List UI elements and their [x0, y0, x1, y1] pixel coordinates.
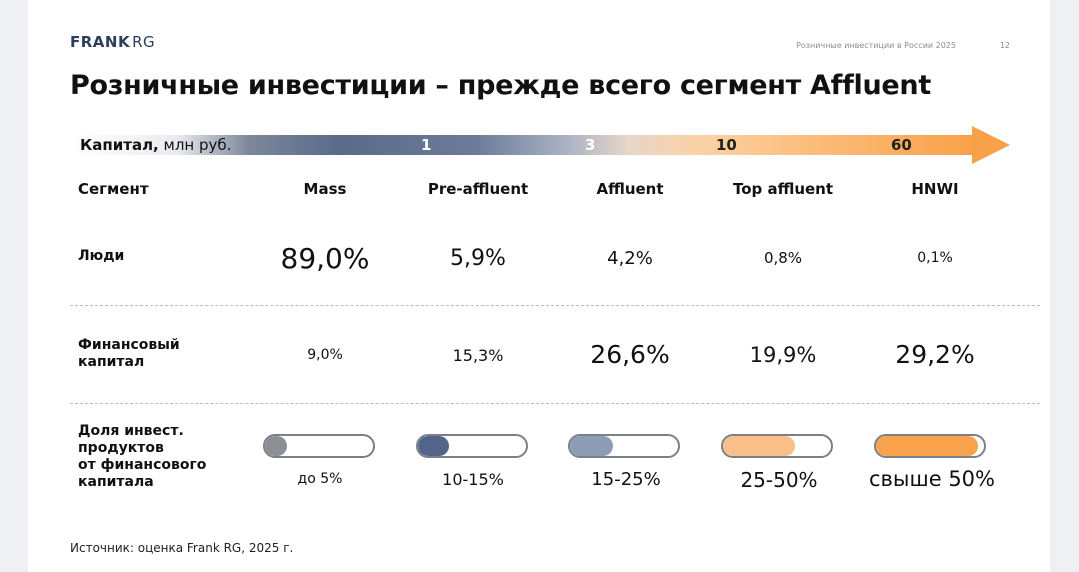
- share-bar-mass: [263, 434, 375, 458]
- page-number: 12: [999, 41, 1010, 50]
- share-bar-pre-affluent: [416, 434, 528, 458]
- invest-share-label: Доля инвест. продуктов от финансового ка…: [78, 423, 207, 490]
- fin-capital-mass: 9,0%: [307, 347, 343, 363]
- share-affluent: 15-25%: [591, 469, 661, 490]
- people-hnwi: 0,1%: [917, 250, 953, 266]
- row-divider: [70, 403, 1040, 404]
- fin-capital-hnwi: 29,2%: [895, 340, 975, 369]
- people-affluent: 4,2%: [607, 248, 653, 269]
- capital-label: Капитал, млн руб.: [80, 136, 232, 154]
- people-mass: 89,0%: [280, 242, 370, 275]
- share-bar-hnwi: [874, 434, 986, 458]
- share-mass: до 5%: [297, 471, 343, 487]
- people-pre-affluent: 5,9%: [450, 246, 506, 271]
- segment-mass: Mass: [303, 180, 347, 198]
- fin-capital-pre-affluent: 15,3%: [452, 346, 504, 365]
- source-note: Источник: оценка Frank RG, 2025 г.: [70, 541, 294, 555]
- capital-gradient-bar: [68, 135, 973, 155]
- tick-10: 10: [716, 136, 737, 154]
- share-pre-affluent: 10-15%: [442, 470, 504, 489]
- fin-capital-top-affluent: 19,9%: [749, 343, 817, 367]
- share-hnwi: свыше 50%: [869, 467, 995, 491]
- segment-hnwi: HNWI: [911, 180, 959, 198]
- people-label: Люди: [78, 248, 125, 264]
- tick-60: 60: [891, 136, 912, 154]
- slide-title: Розничные инвестиции – прежде всего сегм…: [70, 70, 931, 101]
- segment-affluent: Affluent: [596, 180, 664, 198]
- row-divider: [70, 305, 1040, 306]
- slide: FRANK RG Розничные инвестиции в России 20…: [28, 0, 1050, 572]
- fin-capital-label: Финансовый капитал: [78, 337, 180, 370]
- share-bar-top-affluent: [721, 434, 833, 458]
- segment-pre-affluent: Pre-affluent: [427, 180, 529, 198]
- tick-3: 3: [585, 136, 596, 154]
- header-note: Розничные инвестиции в России 2025: [796, 41, 956, 50]
- segment-label: Сегмент: [78, 180, 149, 198]
- people-top-affluent: 0,8%: [763, 249, 803, 267]
- share-bar-affluent: [568, 434, 680, 458]
- capital-arrow: Капитал, млн руб. 1 3 10 60: [68, 126, 1012, 166]
- segment-top-affluent: Top affluent: [732, 180, 834, 198]
- arrow-head-icon: [972, 126, 1010, 164]
- frank-rg-logo: FRANK RG: [70, 33, 156, 51]
- fin-capital-affluent: 26,6%: [590, 340, 670, 369]
- tick-1: 1: [421, 136, 432, 154]
- share-top-affluent: 25-50%: [740, 468, 818, 492]
